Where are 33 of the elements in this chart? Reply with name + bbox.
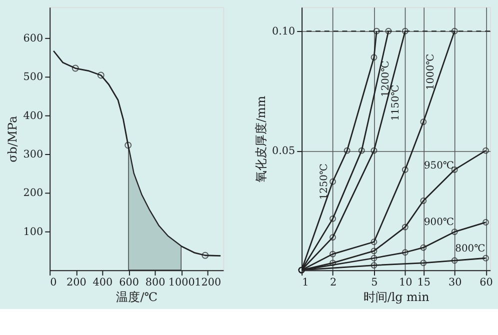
- x-tick-label: 1000: [168, 276, 195, 288]
- y-tick-label: 400: [23, 110, 44, 122]
- text: 1250℃: [318, 163, 330, 200]
- x-tick-label: 400: [92, 276, 113, 288]
- series-label: 950℃: [424, 160, 454, 172]
- y-tick-label: 500: [23, 71, 44, 84]
- series-label: 900℃: [424, 216, 454, 228]
- text: 1200℃: [380, 60, 392, 98]
- x-tick-label: 600: [119, 276, 139, 288]
- x-tick-label: 5: [371, 276, 378, 288]
- y-axis-title: σb/MPa: [5, 116, 20, 162]
- x-tick-label: 0: [50, 276, 57, 288]
- y-axis-title: 氧化皮厚度/mm: [254, 96, 268, 182]
- y-tick-label: 0.10: [272, 26, 296, 38]
- series-label: 800℃: [455, 243, 486, 254]
- y-tick-label: 600: [23, 32, 44, 45]
- x-axis-title: 时间/lg min: [363, 290, 430, 304]
- y-tick-label: 300: [23, 148, 44, 161]
- x-tick-label: 30: [448, 276, 462, 288]
- y-tick-label: 0.05: [272, 145, 296, 158]
- y-tick-label: 100: [23, 226, 44, 238]
- x-tick-label: 2: [330, 276, 337, 288]
- x-tick-label: 15: [417, 276, 431, 288]
- x-tick-label: 200: [66, 276, 86, 288]
- x-tick-label: 1200: [194, 276, 222, 288]
- x-tick-label: 10: [399, 276, 412, 288]
- x-tick-label: 800: [145, 276, 166, 288]
- x-tick-label: 1: [302, 276, 309, 288]
- x-tick-label: 60: [480, 276, 493, 288]
- text: 1150℃: [390, 84, 402, 121]
- text: 1000℃: [426, 54, 437, 90]
- x-axis-title: 温度/℃: [116, 290, 158, 304]
- y-tick-label: 200: [23, 187, 44, 200]
